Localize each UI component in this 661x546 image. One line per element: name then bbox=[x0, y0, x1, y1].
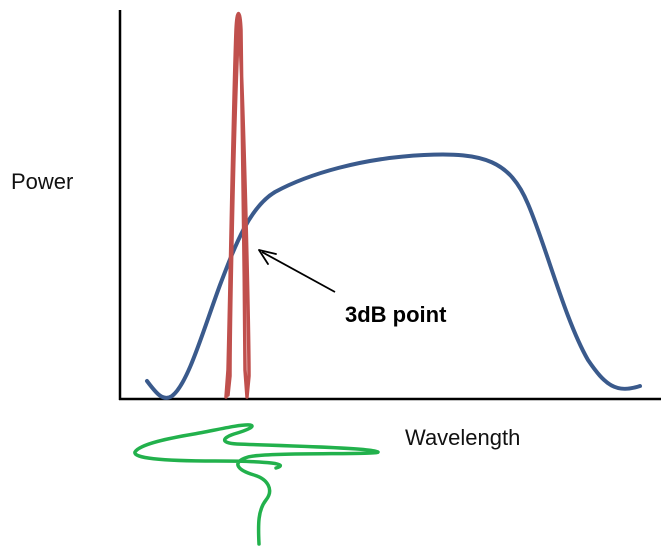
axes bbox=[118, 10, 661, 401]
annotation-label-3db-point: 3dB point bbox=[345, 302, 447, 327]
arrow-shaft bbox=[261, 251, 336, 293]
broad-spectrum-curve bbox=[145, 152, 642, 400]
x-axis-label: Wavelength bbox=[405, 425, 520, 450]
narrow-peak-curve bbox=[224, 11, 251, 399]
wave-curve bbox=[133, 423, 380, 546]
annotation-arrow bbox=[258, 249, 336, 293]
arrow-head bbox=[258, 249, 277, 265]
y-axis-label: Power bbox=[11, 169, 73, 194]
